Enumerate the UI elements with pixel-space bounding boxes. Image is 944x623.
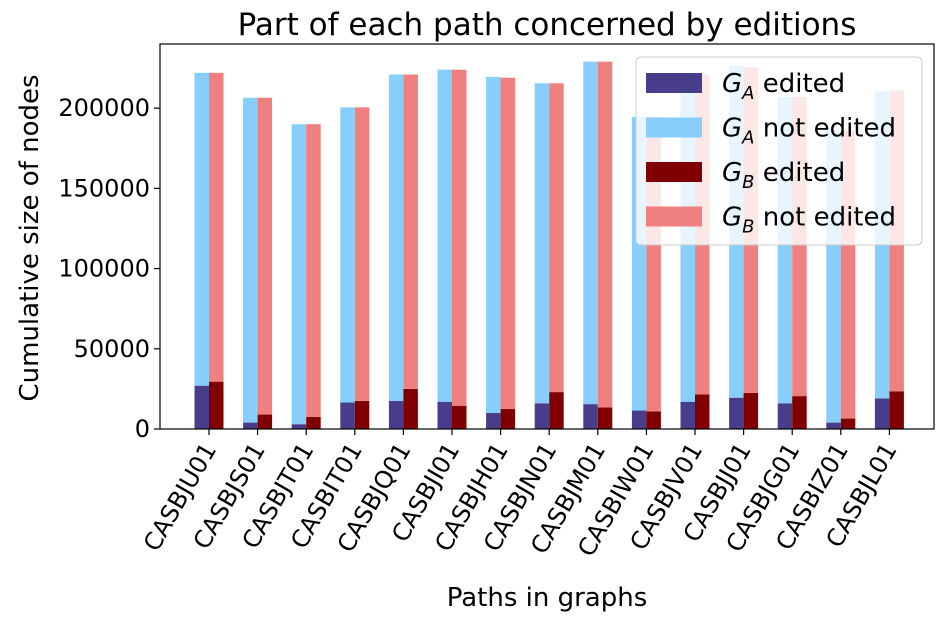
legend-label: GA edited [722,69,845,104]
bar-g-b-not-edited-casbjs01 [257,97,273,415]
bar-g-a-edited-casbjs01 [243,422,258,429]
legend-swatch [646,162,702,182]
bar-g-b-edited-casbjh01 [500,408,516,429]
bar-g-b-edited-casbjj01 [743,392,759,429]
bar-g-b-edited-casbjl01 [889,391,904,429]
bar-g-b-edited-casbjg01 [792,396,807,429]
bar-g-b-edited-casbji01 [452,405,467,429]
bar-g-b-edited-casbjn01 [549,392,564,429]
bar-g-b-edited-casbit01 [354,400,370,429]
legend-label: GA not edited [722,114,896,149]
y-tick-label: 50000 [74,335,150,363]
bar-g-a-edited-casbjn01 [534,403,550,429]
bar-g-b-edited-casbjs01 [257,414,273,429]
bar-g-b-not-edited-casbit01 [354,107,370,401]
bar-g-b-edited-casbjq01 [403,388,418,429]
y-tick-label: 0 [135,415,150,443]
bar-g-b-not-edited-casbjq01 [403,74,418,389]
bars-group [194,61,904,429]
bar-g-b-edited-casbjm01 [597,407,613,429]
legend-box [635,56,923,246]
legend-label: GB edited [722,158,845,193]
bar-g-a-edited-casbjm01 [583,404,598,429]
x-axis-label: Paths in graphs [447,583,648,613]
bar-g-a-not-edited-casbjm01 [583,61,598,405]
bar-g-a-edited-casbiz01 [826,422,841,429]
y-tick-label: 100000 [58,255,150,283]
legend-swatch [646,73,702,93]
bar-g-b-edited-casbjv01 [695,394,710,429]
bar-g-a-not-edited-casbjs01 [243,97,258,423]
legend-swatch [646,117,702,138]
legend-label: GB not edited [722,203,896,238]
y-axis-label: Cumulative size of nodes [15,74,45,401]
y-tick-label: 200000 [58,94,150,122]
bar-g-b-not-edited-casbjm01 [597,61,613,408]
bar-g-a-edited-casbjl01 [874,398,890,429]
bar-g-a-not-edited-casbjq01 [388,74,404,401]
legend: GA edited GA not edited GB edited GB not ed… [635,56,923,246]
plot-frame [159,43,935,430]
bar-g-a-edited-casbjg01 [777,403,793,429]
bar-g-b-not-edited-casbjn01 [549,83,564,393]
bar-g-b-not-edited-casbji01 [452,69,467,406]
bar-g-a-edited-casbju01 [194,385,209,429]
y-tick-label: 150000 [58,174,150,202]
bar-g-a-not-edited-casbjn01 [534,83,550,404]
bar-g-b-edited-casbju01 [209,381,224,429]
bar-g-b-not-edited-casbjh01 [500,77,516,409]
bar-g-a-not-edited-casbjt01 [291,124,307,425]
bar-g-b-edited-casbiz01 [840,418,856,429]
chart-title: Part of each path concerned by editions [238,7,857,43]
bar-g-a-edited-casbjv01 [680,401,695,429]
bar-g-a-not-edited-casbit01 [340,107,355,403]
bar-g-a-edited-casbjt01 [291,424,307,429]
bar-g-b-edited-casbiw01 [646,411,661,429]
bar-g-a-not-edited-casbjh01 [486,76,501,413]
bar-g-a-not-edited-casbju01 [194,72,209,386]
bar-g-a-edited-casbiw01 [631,410,647,429]
legend-swatch [646,206,702,227]
bar-g-a-not-edited-casbji01 [437,69,452,402]
bar-g-b-not-edited-casbjt01 [306,124,321,417]
bar-g-a-edited-casbjj01 [729,397,744,429]
bar-g-b-edited-casbjt01 [306,416,321,429]
bar-g-a-edited-casbjh01 [486,412,501,429]
bar-g-b-not-edited-casbju01 [209,72,224,382]
bar-g-a-edited-casbit01 [340,402,355,429]
bar-g-a-edited-casbji01 [437,401,452,429]
bar-g-a-edited-casbjq01 [388,400,404,429]
